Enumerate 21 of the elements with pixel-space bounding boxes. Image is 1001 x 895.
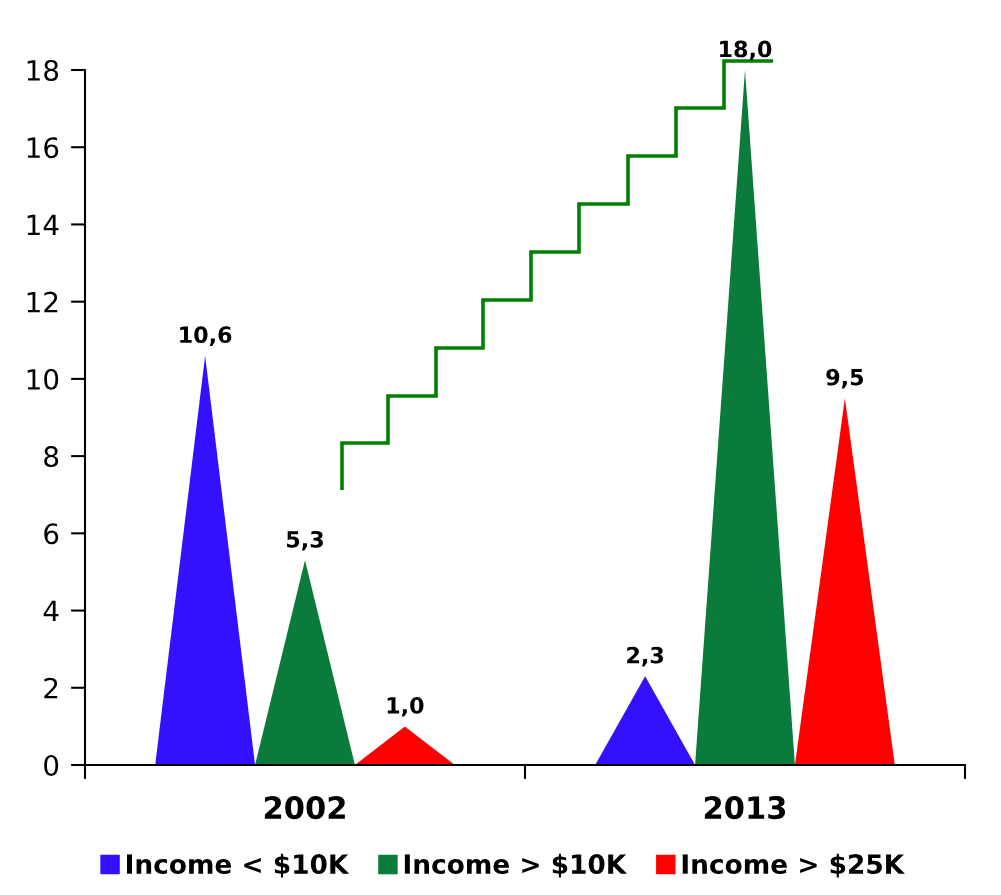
data-label: 10,6 <box>180 326 232 346</box>
y-tick-label: 4 <box>43 600 59 622</box>
data-label: 5,3 <box>287 530 323 551</box>
y-tick-label: 16 <box>27 137 59 159</box>
y-tick-label: 6 <box>44 523 59 545</box>
y-tick-label: 10 <box>27 368 59 390</box>
y-tick-label: 0 <box>44 754 59 776</box>
y-tick-label: 14 <box>27 214 59 235</box>
data-label: 9,5 <box>826 368 864 389</box>
x-tick-label: 2013 <box>704 796 786 820</box>
legend-label: Income > $10K <box>404 853 628 878</box>
data-label: 18,0 <box>720 40 772 61</box>
data-label: 1,0 <box>387 696 424 717</box>
y-tick-label: 2 <box>44 677 58 699</box>
y-tick-label: 18 <box>27 59 59 81</box>
x-tick-label: 2002 <box>264 796 345 820</box>
data-label: 2,3 <box>627 646 664 667</box>
y-tick-label: 8 <box>44 446 59 468</box>
legend-label: Income < $10K <box>127 853 350 878</box>
legend-label: Income > $25K <box>682 853 905 878</box>
y-tick-label: 12 <box>27 291 58 313</box>
